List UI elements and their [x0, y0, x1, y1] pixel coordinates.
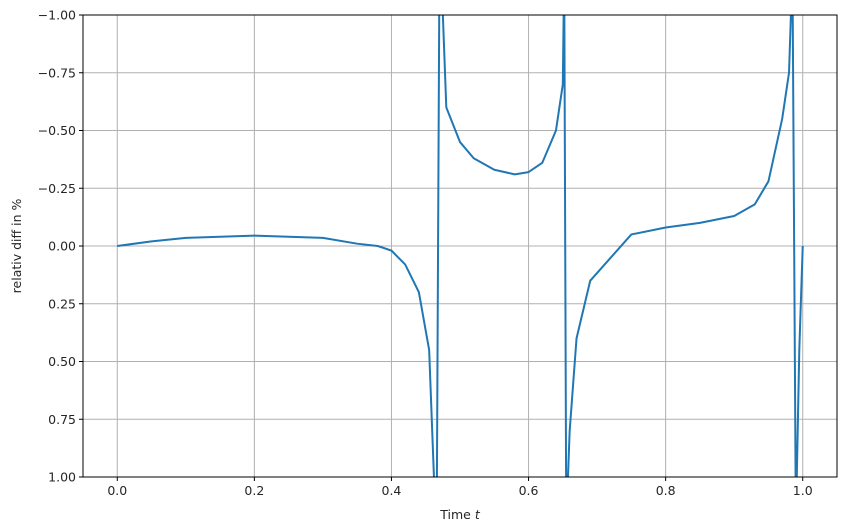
x-tick-label: 0.6: [519, 483, 539, 498]
y-tick-label: 1.00: [48, 470, 76, 485]
x-tick-label: 1.0: [793, 483, 813, 498]
y-tick-label: −0.75: [38, 65, 76, 80]
x-axis-label-text: Time: [439, 507, 471, 522]
x-axis-label-variable: t: [475, 507, 481, 522]
y-tick-label: 0.00: [48, 239, 76, 254]
y-tick-label: −0.25: [38, 181, 76, 196]
y-tick-label: 0.25: [48, 296, 76, 311]
x-tick-label: 0.4: [382, 483, 402, 498]
x-axis-ticks: 0.0 0.2 0.4 0.6 0.8 1.0: [107, 477, 813, 498]
series-layer: [117, 15, 804, 477]
y-axis-label: relativ diff in %: [9, 199, 24, 294]
x-tick-label: 0.2: [244, 483, 264, 498]
y-tick-label: −1.00: [38, 8, 76, 23]
y-tick-label: 0.50: [48, 354, 76, 369]
series-line: [117, 15, 804, 477]
y-tick-label: 0.75: [48, 412, 76, 427]
x-tick-label: 0.0: [107, 483, 127, 498]
y-axis-ticks: −1.00 −0.75 −0.50 −0.25 0.00 0.25 0.50 0.75 1.00: [38, 8, 83, 485]
x-tick-label: 0.8: [656, 483, 676, 498]
y-tick-label: −0.50: [38, 123, 76, 138]
x-axis-label: Time t: [439, 507, 481, 522]
